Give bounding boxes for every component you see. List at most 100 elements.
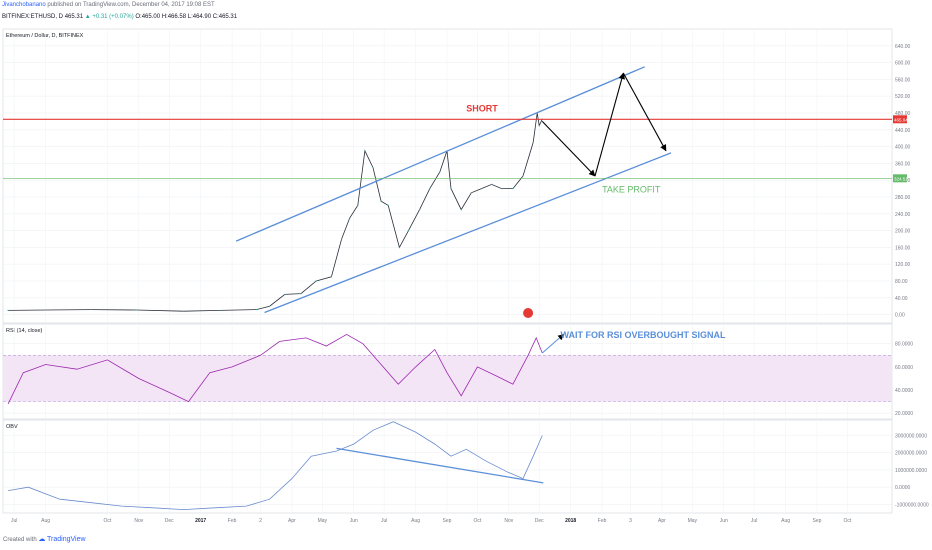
footer: Created with ☁ TradingView — [3, 535, 86, 543]
x-tick-label: 2018 — [565, 518, 576, 524]
chart-svg[interactable]: 0.0040.0080.00120.00160.00200.00240.0028… — [0, 24, 932, 532]
publish-text: published on TradingView.com, December 0… — [45, 2, 215, 8]
rsi-band — [3, 355, 892, 402]
price-point — [340, 238, 343, 240]
y-tick-label: 480.00 — [895, 111, 911, 117]
y-tick-label: 520.00 — [895, 94, 911, 100]
channel-lower-line — [264, 152, 672, 314]
price-point — [501, 188, 503, 190]
price-point — [387, 204, 389, 206]
x-tick-label: Oct — [474, 518, 482, 524]
pane-title-rsi: RSI (14, close) — [6, 328, 43, 334]
projection-arrow — [622, 72, 667, 152]
rsi-annotation: WAIT FOR RSI OVERBOUGHT SIGNAL — [561, 330, 727, 340]
price-point — [380, 200, 382, 202]
x-tick-label: Nov — [134, 518, 143, 524]
price-point — [490, 183, 493, 185]
price-point — [512, 188, 514, 190]
price-tag-label: 465.04 — [894, 117, 908, 122]
tradingview-brand[interactable]: TradingView — [47, 536, 86, 543]
projection-arrow — [594, 72, 625, 177]
price-tag-bg — [893, 115, 907, 124]
x-tick-label: Jul — [11, 518, 17, 524]
x-tick-label: Feb — [598, 518, 607, 524]
obv-trendline — [336, 447, 544, 484]
price-point — [315, 280, 317, 282]
x-tick-label: Apr — [658, 518, 666, 524]
x-tick-label: Oct — [104, 518, 112, 524]
y-tick-label: 120.00 — [895, 262, 911, 268]
y-tick-label: -1000000.0000 — [895, 502, 929, 508]
price-point — [532, 141, 534, 143]
symbol-legend: BITFINEX:ETHUSD, D 465.31 ▲ +0.31 (+0.07… — [2, 14, 237, 20]
price-point — [372, 167, 374, 169]
price-point — [522, 175, 524, 177]
created-with-text: Created with — [3, 537, 37, 543]
pane-title-price: Ethereum / Dollar, D, BITFINEX — [6, 33, 84, 39]
y-tick-label: 400.00 — [895, 145, 911, 151]
publish-info: Jivanchobanano published on TradingView.… — [2, 2, 215, 8]
tradingview-badge-icon — [523, 308, 534, 318]
x-tick-label: Sep — [813, 518, 822, 524]
y-tick-label: 280.00 — [895, 195, 911, 201]
price-point — [349, 217, 351, 219]
y-tick-label: 3000000.0000 — [895, 434, 927, 440]
y-tick-label: 40.0000 — [895, 388, 913, 394]
price-point — [182, 310, 185, 312]
x-tick-label: Jun — [720, 518, 728, 524]
y-tick-label: 160.00 — [895, 245, 911, 251]
y-tick-label: 640.00 — [895, 44, 911, 50]
x-tick-label: Dec — [165, 518, 174, 524]
x-tick-label: Sep — [443, 518, 452, 524]
y-tick-label: 560.00 — [895, 77, 911, 83]
price-point — [255, 308, 258, 311]
y-tick-label: 240.00 — [895, 212, 911, 218]
x-tick-label: 2017 — [195, 518, 206, 524]
y-tick-label: 200.00 — [895, 229, 911, 235]
short-annotation: SHORT — [466, 103, 498, 113]
obv-series — [8, 421, 543, 511]
rsi-series — [7, 333, 543, 405]
x-tick-label: Aug — [781, 518, 790, 524]
price-point — [44, 309, 47, 311]
y-tick-label: 40.00 — [895, 296, 908, 302]
x-tick-label: 2 — [259, 518, 262, 524]
x-tick-label: Aug — [411, 518, 420, 524]
price-point — [398, 246, 400, 248]
price-tag-bg — [893, 174, 907, 183]
rsi-up-arrow — [541, 334, 565, 354]
pane-price — [2, 28, 893, 324]
price-point — [136, 309, 138, 311]
chart-frame[interactable]: 0.00 40.00 80.00 120.00 160.00 200.00 240.00 28… — [0, 24, 932, 532]
x-tick-label: 3 — [629, 518, 632, 524]
tradingview-logo-icon[interactable]: ☁ — [38, 536, 46, 543]
price-point — [470, 192, 472, 194]
y-tick-label: 600.00 — [895, 61, 911, 67]
y-tick-label: 0.00 — [895, 313, 905, 319]
y-tick-label: 20.0000 — [895, 411, 913, 417]
x-tick-label: Oct — [844, 518, 852, 524]
price-change: ▲ +0.31 (+0.07%) — [84, 14, 134, 20]
price-point — [284, 293, 286, 296]
x-tick-label: Apr — [288, 518, 296, 524]
x-tick-label: Aug — [41, 518, 50, 524]
price-point — [330, 276, 333, 278]
price-point — [407, 230, 410, 232]
x-tick-label: May — [688, 518, 698, 524]
price-point — [90, 308, 92, 311]
price-point — [419, 209, 421, 211]
y-tick-label: 80.0000 — [895, 342, 913, 348]
x-tick-label: May — [318, 518, 328, 524]
price-point — [357, 204, 359, 206]
price-point — [300, 293, 302, 295]
author-link[interactable]: Jivanchobanano — [2, 2, 46, 8]
price-point — [268, 305, 271, 307]
symbol-name: BITFINEX:ETHUSD, D — [2, 14, 64, 20]
price-tag-label: 324.51 — [894, 176, 908, 181]
price-point — [364, 150, 366, 152]
price-point — [480, 188, 483, 190]
y-tick-label: 360.00 — [895, 161, 911, 167]
last-price: 465.31 — [64, 14, 84, 20]
price-point — [439, 171, 441, 173]
pane-title-obv: OBV — [6, 424, 18, 430]
